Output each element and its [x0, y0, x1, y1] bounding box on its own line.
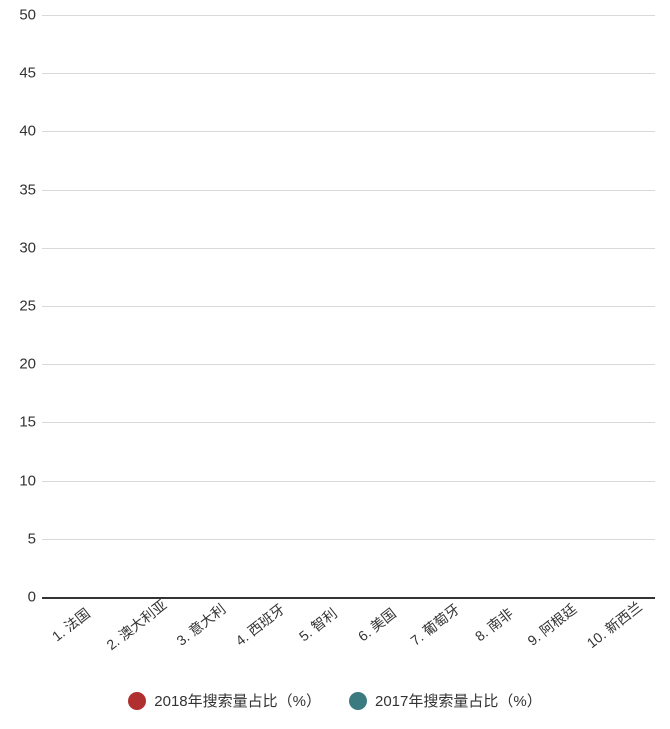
x-tick-label: 5. 智利	[289, 599, 347, 651]
legend-marker-icon	[349, 692, 367, 710]
y-tick-label: 20	[2, 356, 36, 373]
x-tick-label: 4. 西班牙	[230, 599, 288, 651]
y-tick-label: 35	[2, 181, 36, 198]
y-tick-label: 45	[2, 65, 36, 82]
x-tick-label: 10. 新西兰	[582, 597, 646, 653]
y-tick-label: 30	[2, 239, 36, 256]
grid-line	[42, 131, 655, 132]
plot-area: 05101520253035404550	[42, 15, 655, 599]
grid-line	[42, 422, 655, 423]
legend: 2018年搜索量占比（%） 2017年搜索量占比（%）	[0, 690, 670, 711]
grid-line	[42, 481, 655, 482]
y-tick-label: 5	[2, 530, 36, 547]
x-tick-label: 6. 美国	[347, 599, 405, 651]
grid-line	[42, 190, 655, 191]
grid-line	[42, 73, 655, 74]
y-tick-label: 0	[2, 589, 36, 606]
y-tick-label: 25	[2, 298, 36, 315]
x-tick-label: 9. 阿根廷	[523, 599, 581, 651]
x-tick-label: 8. 南非	[464, 599, 522, 651]
grid-line	[42, 248, 655, 249]
x-tick-label: 2. 澳大利亚	[102, 595, 171, 655]
legend-marker-icon	[128, 692, 146, 710]
chart-container: 05101520253035404550 1. 法国2. 澳大利亚3. 意大利4…	[0, 0, 670, 729]
x-tick-label: 1. 法国	[42, 599, 100, 651]
y-tick-label: 10	[2, 472, 36, 489]
legend-item: 2018年搜索量占比（%）	[128, 690, 321, 711]
grid-line	[42, 539, 655, 540]
grid-line	[42, 15, 655, 16]
x-tick-label: 3. 意大利	[172, 599, 230, 651]
legend-label: 2017年搜索量占比（%）	[375, 690, 542, 711]
y-tick-label: 40	[2, 123, 36, 140]
x-axis-labels: 1. 法国2. 澳大利亚3. 意大利4. 西班牙5. 智利6. 美国7. 葡萄牙…	[42, 601, 655, 621]
y-tick-label: 50	[2, 7, 36, 24]
legend-label: 2018年搜索量占比（%）	[154, 690, 321, 711]
grid-line	[42, 364, 655, 365]
y-tick-label: 15	[2, 414, 36, 431]
legend-item: 2017年搜索量占比（%）	[349, 690, 542, 711]
x-tick-label: 7. 葡萄牙	[406, 599, 464, 651]
grid-line	[42, 306, 655, 307]
